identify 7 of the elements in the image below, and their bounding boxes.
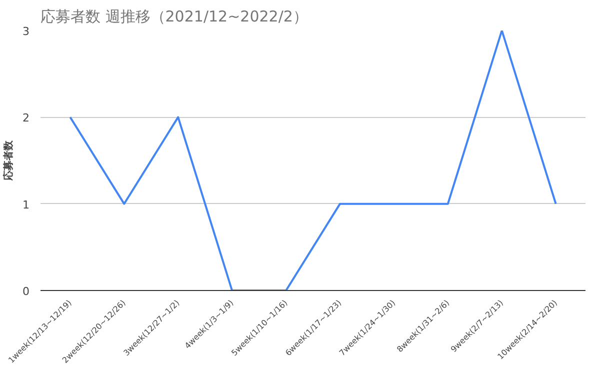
- y-tick-label: 2: [22, 112, 30, 125]
- y-axis-title: 応募者数: [2, 140, 14, 182]
- y-tick-label: 1: [22, 198, 30, 212]
- y-tick-label: 0: [22, 285, 30, 298]
- y-tick-label: 3: [22, 25, 30, 38]
- chart-title: 応募者数 週推移（2021/12~2022/2）: [40, 8, 308, 26]
- line-series: [69, 30, 557, 290]
